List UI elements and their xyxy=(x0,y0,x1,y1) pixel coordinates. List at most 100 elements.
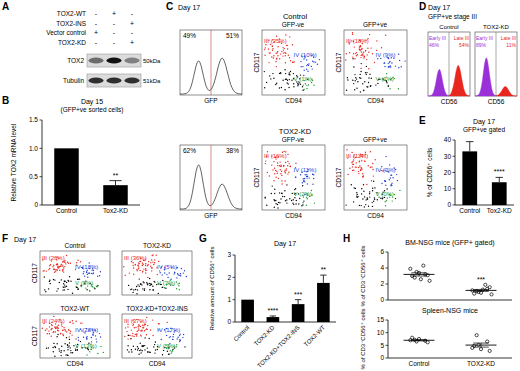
event-dot xyxy=(359,161,360,162)
event-dot xyxy=(283,165,284,166)
axis-label: % of CD3⁻CD56⁺ cells xyxy=(360,245,366,306)
event-dot xyxy=(272,169,273,170)
event-dot xyxy=(368,165,369,166)
gate-label: IV (3%) xyxy=(376,167,396,173)
event-dot xyxy=(162,354,163,355)
event-dot xyxy=(93,272,94,273)
event-dot xyxy=(67,262,68,263)
event-dot xyxy=(274,189,275,190)
event-dot xyxy=(42,328,43,329)
event-dot xyxy=(286,199,287,200)
event-dot xyxy=(96,286,97,287)
event-dot xyxy=(65,354,66,355)
event-dot xyxy=(360,170,361,171)
event-dot xyxy=(61,264,62,265)
event-dot xyxy=(356,162,357,163)
event-dot xyxy=(184,270,185,271)
event-dot xyxy=(285,53,286,54)
event-dot xyxy=(146,328,147,329)
axis-label: Relative amount of CD56⁺ cells xyxy=(209,247,215,331)
event-dot xyxy=(302,185,303,186)
event-dot xyxy=(382,197,383,198)
event-dot xyxy=(292,44,293,45)
event-dot xyxy=(45,330,46,331)
event-dot xyxy=(150,284,151,285)
event-dot xyxy=(137,264,138,265)
event-dot xyxy=(285,170,286,171)
event-dot xyxy=(140,349,141,350)
event-dot xyxy=(366,74,367,75)
event-dot xyxy=(311,66,312,67)
gate-label: III (24%) xyxy=(42,318,65,324)
event-dot xyxy=(264,197,265,198)
point xyxy=(413,276,416,279)
event-dot xyxy=(372,202,373,203)
event-dot xyxy=(266,82,267,83)
event-dot xyxy=(142,288,143,289)
event-dot xyxy=(154,352,155,353)
event-dot xyxy=(143,268,144,269)
event-dot xyxy=(283,165,284,166)
event-dot xyxy=(142,346,143,347)
event-dot xyxy=(388,85,389,86)
event-dot xyxy=(265,160,266,161)
event-dot xyxy=(59,350,60,351)
event-dot xyxy=(144,345,145,346)
event-dot xyxy=(271,164,272,165)
event-dot xyxy=(280,73,281,74)
event-dot xyxy=(285,79,286,80)
tick xyxy=(453,205,456,206)
event-dot xyxy=(267,172,268,173)
event-dot xyxy=(394,194,395,195)
event-dot xyxy=(62,334,63,335)
event-dot xyxy=(370,86,371,87)
event-dot xyxy=(183,334,184,335)
event-dot xyxy=(70,347,71,348)
event-dot xyxy=(136,335,137,336)
event-dot xyxy=(373,201,374,202)
event-dot xyxy=(276,53,277,54)
event-dot xyxy=(369,191,370,192)
event-dot xyxy=(179,334,180,335)
event-dot xyxy=(76,287,77,288)
event-dot xyxy=(292,203,293,204)
event-dot xyxy=(286,168,287,169)
event-dot xyxy=(131,288,132,289)
event-dot xyxy=(390,177,391,178)
event-dot xyxy=(64,281,65,282)
event-dot xyxy=(100,336,101,337)
event-dot xyxy=(291,80,292,81)
event-dot xyxy=(296,200,297,201)
event-dot xyxy=(127,335,128,336)
event-dot xyxy=(367,198,368,199)
plot-title: TOX2-WT xyxy=(60,305,89,312)
event-dot xyxy=(273,161,274,162)
band xyxy=(125,58,140,64)
event-dot xyxy=(154,281,155,282)
event-dot xyxy=(57,288,58,289)
event-dot xyxy=(285,62,286,63)
event-dot xyxy=(346,53,347,54)
category-label: Control xyxy=(459,207,481,214)
event-dot xyxy=(280,53,281,54)
sign: + xyxy=(130,20,134,27)
event-dot xyxy=(61,279,62,280)
event-dot xyxy=(362,83,363,84)
event-dot xyxy=(63,329,64,330)
event-dot xyxy=(315,61,316,62)
event-dot xyxy=(352,161,353,162)
event-dot xyxy=(128,285,129,286)
band xyxy=(107,78,122,84)
tick xyxy=(386,268,389,269)
event-dot xyxy=(362,198,363,199)
event-dot xyxy=(53,269,54,270)
event-dot xyxy=(352,80,353,81)
event-dot xyxy=(151,270,152,271)
event-dot xyxy=(355,80,356,81)
event-dot xyxy=(46,348,47,349)
event-dot xyxy=(395,65,396,66)
category-label: TOX2-WT xyxy=(303,324,326,347)
event-dot xyxy=(141,284,142,285)
event-dot xyxy=(72,320,73,321)
event-dot xyxy=(265,47,266,48)
